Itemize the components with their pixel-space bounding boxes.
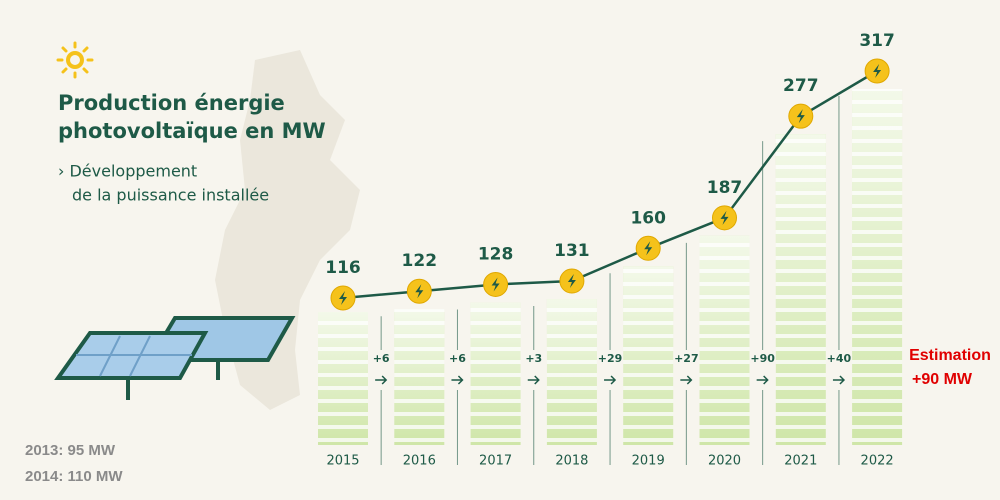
- x-tick-label: 2016: [403, 454, 436, 469]
- note: 2013: 95 MW: [25, 442, 116, 459]
- solar-panels: [54, 316, 296, 400]
- value-label: 131: [554, 241, 590, 261]
- increment-bg: [520, 350, 547, 390]
- column-fade: [699, 235, 750, 445]
- column-fade: [470, 302, 521, 445]
- bolt-icon: [720, 210, 729, 225]
- increment-label: +6: [373, 352, 390, 365]
- column-fade: [852, 89, 903, 445]
- x-tick-label: 2017: [479, 454, 512, 469]
- increment-bg: [749, 350, 776, 390]
- value-label: 116: [325, 258, 361, 278]
- bolt-icon: [567, 274, 576, 289]
- bolt-icon: [339, 291, 347, 305]
- increment-label: +3: [525, 352, 542, 365]
- increment-label: +90: [750, 352, 775, 365]
- subtitle: › Développement: [58, 162, 197, 181]
- increment-bg: [368, 350, 395, 390]
- column-fade: [394, 309, 445, 445]
- estimation: +90 MW: [912, 371, 973, 388]
- increment-label: +40: [827, 352, 852, 365]
- increment-label: +6: [449, 352, 466, 365]
- value-label: 160: [630, 208, 666, 228]
- line: [342, 69, 878, 300]
- x-tick-label: 2015: [326, 454, 359, 469]
- value-label: 128: [478, 244, 514, 264]
- bolt-icon: [415, 284, 424, 299]
- value-label: 277: [783, 76, 819, 96]
- arrow: [451, 375, 464, 385]
- x-tick-label: 2018: [555, 454, 588, 469]
- estimation: Estimation: [909, 347, 991, 364]
- x-tick-label: 2020: [708, 454, 741, 469]
- value-label: 317: [859, 31, 895, 51]
- increment-bg: [825, 350, 852, 390]
- column-fade: [318, 312, 368, 445]
- arrow: [527, 375, 540, 385]
- arrow: [756, 375, 769, 385]
- x-tick-label: 2019: [632, 454, 665, 469]
- column-fade: [546, 299, 597, 445]
- subtitle: de la puissance installée: [72, 186, 269, 205]
- arrow: [680, 375, 693, 385]
- bolt-icon: [491, 277, 500, 292]
- bolt-icon: [644, 241, 653, 256]
- value-label: 187: [707, 178, 743, 198]
- increment-bg: [673, 350, 700, 390]
- bolt-icon: [796, 109, 805, 124]
- increment-bg: [444, 350, 471, 390]
- arrow: [604, 375, 617, 385]
- increment-label: +27: [674, 352, 699, 365]
- increment-bg: [597, 350, 624, 390]
- x-tick-label: 2021: [784, 454, 817, 469]
- title: Production énergie: [58, 91, 285, 115]
- note: 2014: 110 MW: [25, 468, 123, 485]
- title: photovoltaïque en MW: [58, 119, 326, 143]
- value-label: 122: [402, 251, 438, 271]
- arrow: [375, 375, 388, 385]
- increment-label: +29: [598, 352, 623, 365]
- arrow: [832, 375, 846, 385]
- x-tick-label: 2022: [861, 454, 894, 469]
- bolt-icon: [873, 64, 882, 78]
- column-fade: [775, 134, 826, 445]
- sun-icon: [56, 41, 94, 79]
- column-fade: [623, 266, 674, 445]
